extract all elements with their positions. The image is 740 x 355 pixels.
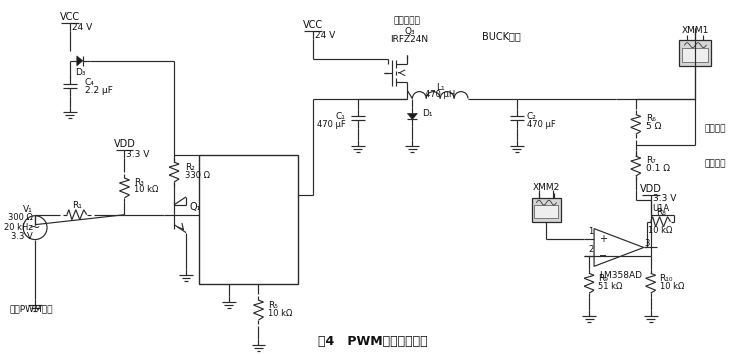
Text: R₈: R₈ [656, 208, 665, 217]
Text: 图4   PWM驱动仿真电路: 图4 PWM驱动仿真电路 [318, 335, 428, 348]
Text: 330 Ω: 330 Ω [185, 170, 210, 180]
Text: R₁: R₁ [72, 201, 81, 210]
Text: 3.3 V: 3.3 V [127, 150, 149, 159]
Text: VCC: VCC [60, 12, 80, 22]
Text: 470 μF: 470 μF [527, 120, 555, 129]
Text: Q₁: Q₁ [190, 202, 201, 212]
Text: ~: ~ [30, 221, 41, 234]
Text: 10 kΩ: 10 kΩ [648, 226, 673, 235]
Text: 24 V: 24 V [72, 23, 92, 32]
Text: U1A: U1A [653, 204, 670, 213]
Text: V₁: V₁ [24, 205, 33, 214]
Text: 20 kHz: 20 kHz [4, 223, 33, 232]
Text: 模拟PWM输入: 模拟PWM输入 [10, 305, 53, 313]
Text: L₁: L₁ [436, 83, 445, 92]
Text: 模拟负载: 模拟负载 [704, 124, 726, 133]
Text: LM358AD: LM358AD [599, 271, 642, 280]
FancyBboxPatch shape [531, 198, 562, 222]
Text: +: + [599, 234, 607, 244]
Text: 5 Ω: 5 Ω [646, 122, 661, 131]
Text: VDD: VDD [113, 139, 135, 149]
Text: −: − [599, 251, 607, 261]
Text: R₂: R₂ [185, 163, 195, 171]
Polygon shape [408, 114, 417, 119]
FancyBboxPatch shape [534, 204, 558, 218]
Text: 470 μH: 470 μH [425, 90, 455, 99]
Text: D₁: D₁ [423, 109, 433, 118]
Text: 2: 2 [588, 245, 593, 254]
Text: R₇: R₇ [646, 155, 656, 165]
Text: 10 kΩ: 10 kΩ [659, 282, 684, 291]
FancyBboxPatch shape [682, 48, 708, 62]
Text: R₆: R₆ [646, 114, 656, 123]
Text: 3.3 V: 3.3 V [653, 194, 676, 203]
Text: R₃: R₃ [135, 179, 144, 187]
Text: C₁: C₁ [336, 112, 346, 121]
Text: XMM1: XMM1 [682, 26, 709, 34]
Text: VCC: VCC [303, 20, 323, 30]
Text: 10 kΩ: 10 kΩ [135, 185, 159, 195]
Text: 300 Ω: 300 Ω [8, 213, 33, 222]
Text: R₅: R₅ [269, 301, 278, 310]
Text: 输出开关管: 输出开关管 [394, 17, 421, 26]
Text: 0.1 Ω: 0.1 Ω [646, 164, 670, 173]
Text: VDD: VDD [639, 184, 662, 194]
Text: 3: 3 [644, 239, 650, 248]
Text: D₃: D₃ [75, 68, 86, 77]
Text: 10 kΩ: 10 kΩ [269, 308, 293, 317]
Text: 2.2 μF: 2.2 μF [85, 86, 112, 95]
Text: R₁₀: R₁₀ [659, 274, 673, 283]
Text: BUCK电路: BUCK电路 [482, 31, 521, 41]
Polygon shape [77, 56, 83, 66]
FancyBboxPatch shape [679, 40, 711, 66]
Text: 24 V: 24 V [315, 31, 335, 39]
Text: C₂: C₂ [527, 112, 536, 121]
Text: XMM2: XMM2 [533, 184, 560, 192]
Text: 1: 1 [588, 227, 593, 236]
Text: 470 μF: 470 μF [317, 120, 346, 129]
Text: 3.3 V: 3.3 V [11, 232, 33, 241]
Text: C₄: C₄ [85, 78, 95, 87]
Text: 采样电阻: 采样电阻 [704, 160, 726, 169]
Text: Q₃: Q₃ [404, 27, 414, 36]
Text: 51 kΩ: 51 kΩ [598, 282, 622, 291]
Text: R₉: R₉ [598, 274, 608, 283]
Text: IRFZ24N: IRFZ24N [390, 36, 428, 44]
FancyBboxPatch shape [199, 155, 298, 284]
